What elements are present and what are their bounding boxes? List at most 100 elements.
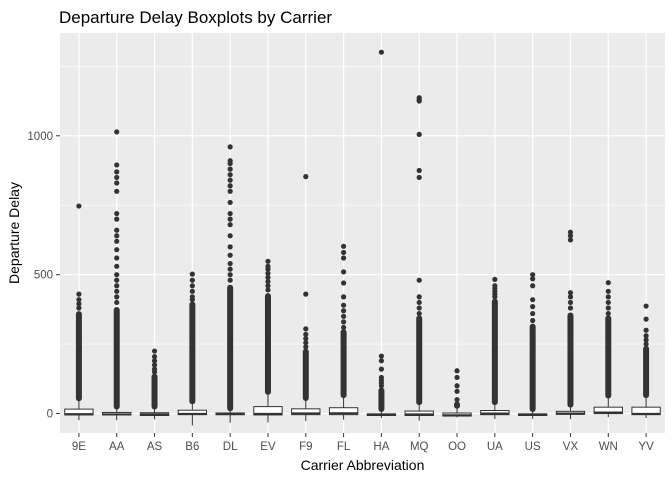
outlier-point <box>114 283 120 289</box>
box-AS <box>139 348 170 420</box>
outlier-point <box>114 233 120 239</box>
outlier-point <box>114 299 120 306</box>
outlier-point <box>454 388 460 394</box>
y-tick-label: 0 <box>47 409 53 421</box>
outlier-band <box>567 312 574 408</box>
outlier-point <box>416 305 422 311</box>
outlier-point <box>227 172 233 178</box>
outlier-point <box>114 263 120 269</box>
outlier-point <box>303 326 309 332</box>
box-AA <box>102 129 132 421</box>
outlier-point <box>114 216 120 222</box>
outlier-point <box>643 303 649 309</box>
outlier-band <box>113 307 120 410</box>
outlier-point <box>530 317 536 324</box>
outlier-point <box>227 158 233 164</box>
outlier-point <box>114 180 120 186</box>
outlier-point <box>416 174 422 181</box>
outlier-point <box>492 283 498 289</box>
box-iqr <box>593 406 623 415</box>
outlier-point <box>416 299 422 306</box>
outlier-band <box>340 329 347 399</box>
outlier-point <box>227 244 233 250</box>
outlier-point <box>378 358 385 364</box>
outlier-point <box>151 362 158 368</box>
x-tick-label: FL <box>337 441 351 453</box>
outlier-point <box>416 277 422 283</box>
outlier-point <box>114 227 120 233</box>
box-iqr <box>253 406 283 416</box>
outlier-point <box>454 383 460 389</box>
outlier-point <box>151 366 158 372</box>
outlier-point <box>227 199 233 206</box>
outlier-point <box>114 272 120 278</box>
x-tick-label: US <box>525 441 541 453</box>
outlier-point <box>416 294 422 300</box>
boxes-layer <box>64 49 661 426</box>
outlier-point <box>189 283 195 289</box>
y-axis: 0 500 1000 <box>27 131 60 421</box>
outlier-point <box>567 294 574 300</box>
outlier-point <box>567 237 574 243</box>
outlier-point <box>227 260 233 267</box>
outlier-point <box>227 277 233 283</box>
outlier-point <box>114 294 120 300</box>
outlier-point <box>605 288 611 294</box>
outlier-point <box>567 299 574 306</box>
outlier-point <box>265 279 271 285</box>
outlier-point <box>378 353 385 359</box>
box-FL <box>328 243 359 420</box>
outlier-band <box>227 284 234 412</box>
box-MQ <box>404 95 434 421</box>
outlier-point <box>567 290 574 296</box>
outlier-band <box>302 348 309 401</box>
outlier-point <box>227 188 233 194</box>
outlier-point <box>151 358 158 364</box>
outlier-band <box>605 315 612 399</box>
outlier-band <box>151 373 158 410</box>
outlier-point <box>114 129 120 135</box>
outlier-point <box>227 210 233 217</box>
outlier-point <box>605 310 611 317</box>
outlier-point <box>416 167 422 174</box>
outlier-point <box>114 238 120 244</box>
outlier-point <box>114 174 120 181</box>
y-tick-label: 500 <box>34 270 53 282</box>
outlier-point <box>530 283 536 289</box>
x-tick-label: AS <box>147 441 163 453</box>
outlier-point <box>303 291 309 297</box>
outlier-point <box>643 337 649 343</box>
x-tick-label: EV <box>260 441 276 453</box>
outlier-point <box>492 276 498 282</box>
outlier-point <box>227 183 233 189</box>
box-US <box>517 272 548 419</box>
x-tick-label: HA <box>373 441 389 453</box>
outlier-point <box>340 280 347 286</box>
outlier-point <box>340 308 347 314</box>
outlier-point <box>265 258 271 264</box>
outlier-band <box>189 301 196 405</box>
outlier-point <box>567 305 574 311</box>
outlier-point <box>303 174 309 180</box>
outlier-point <box>378 374 385 381</box>
outlier-band <box>416 315 423 406</box>
box-HA <box>366 49 397 418</box>
outlier-point <box>340 249 347 256</box>
outlier-point <box>567 229 574 235</box>
box-DL <box>215 144 245 423</box>
box-9E <box>64 203 94 421</box>
outlier-point <box>340 269 347 275</box>
outlier-point <box>643 341 649 347</box>
outlier-point <box>340 294 347 300</box>
outlier-point <box>530 272 536 278</box>
outlier-point <box>227 272 233 278</box>
outlier-point <box>303 344 309 350</box>
x-tick-label: B6 <box>185 441 199 453</box>
outlier-point <box>340 324 347 331</box>
outlier-point <box>265 283 271 289</box>
outlier-point <box>340 255 347 261</box>
outlier-point <box>227 144 233 150</box>
box-YV <box>631 303 661 418</box>
outlier-point <box>76 301 82 307</box>
